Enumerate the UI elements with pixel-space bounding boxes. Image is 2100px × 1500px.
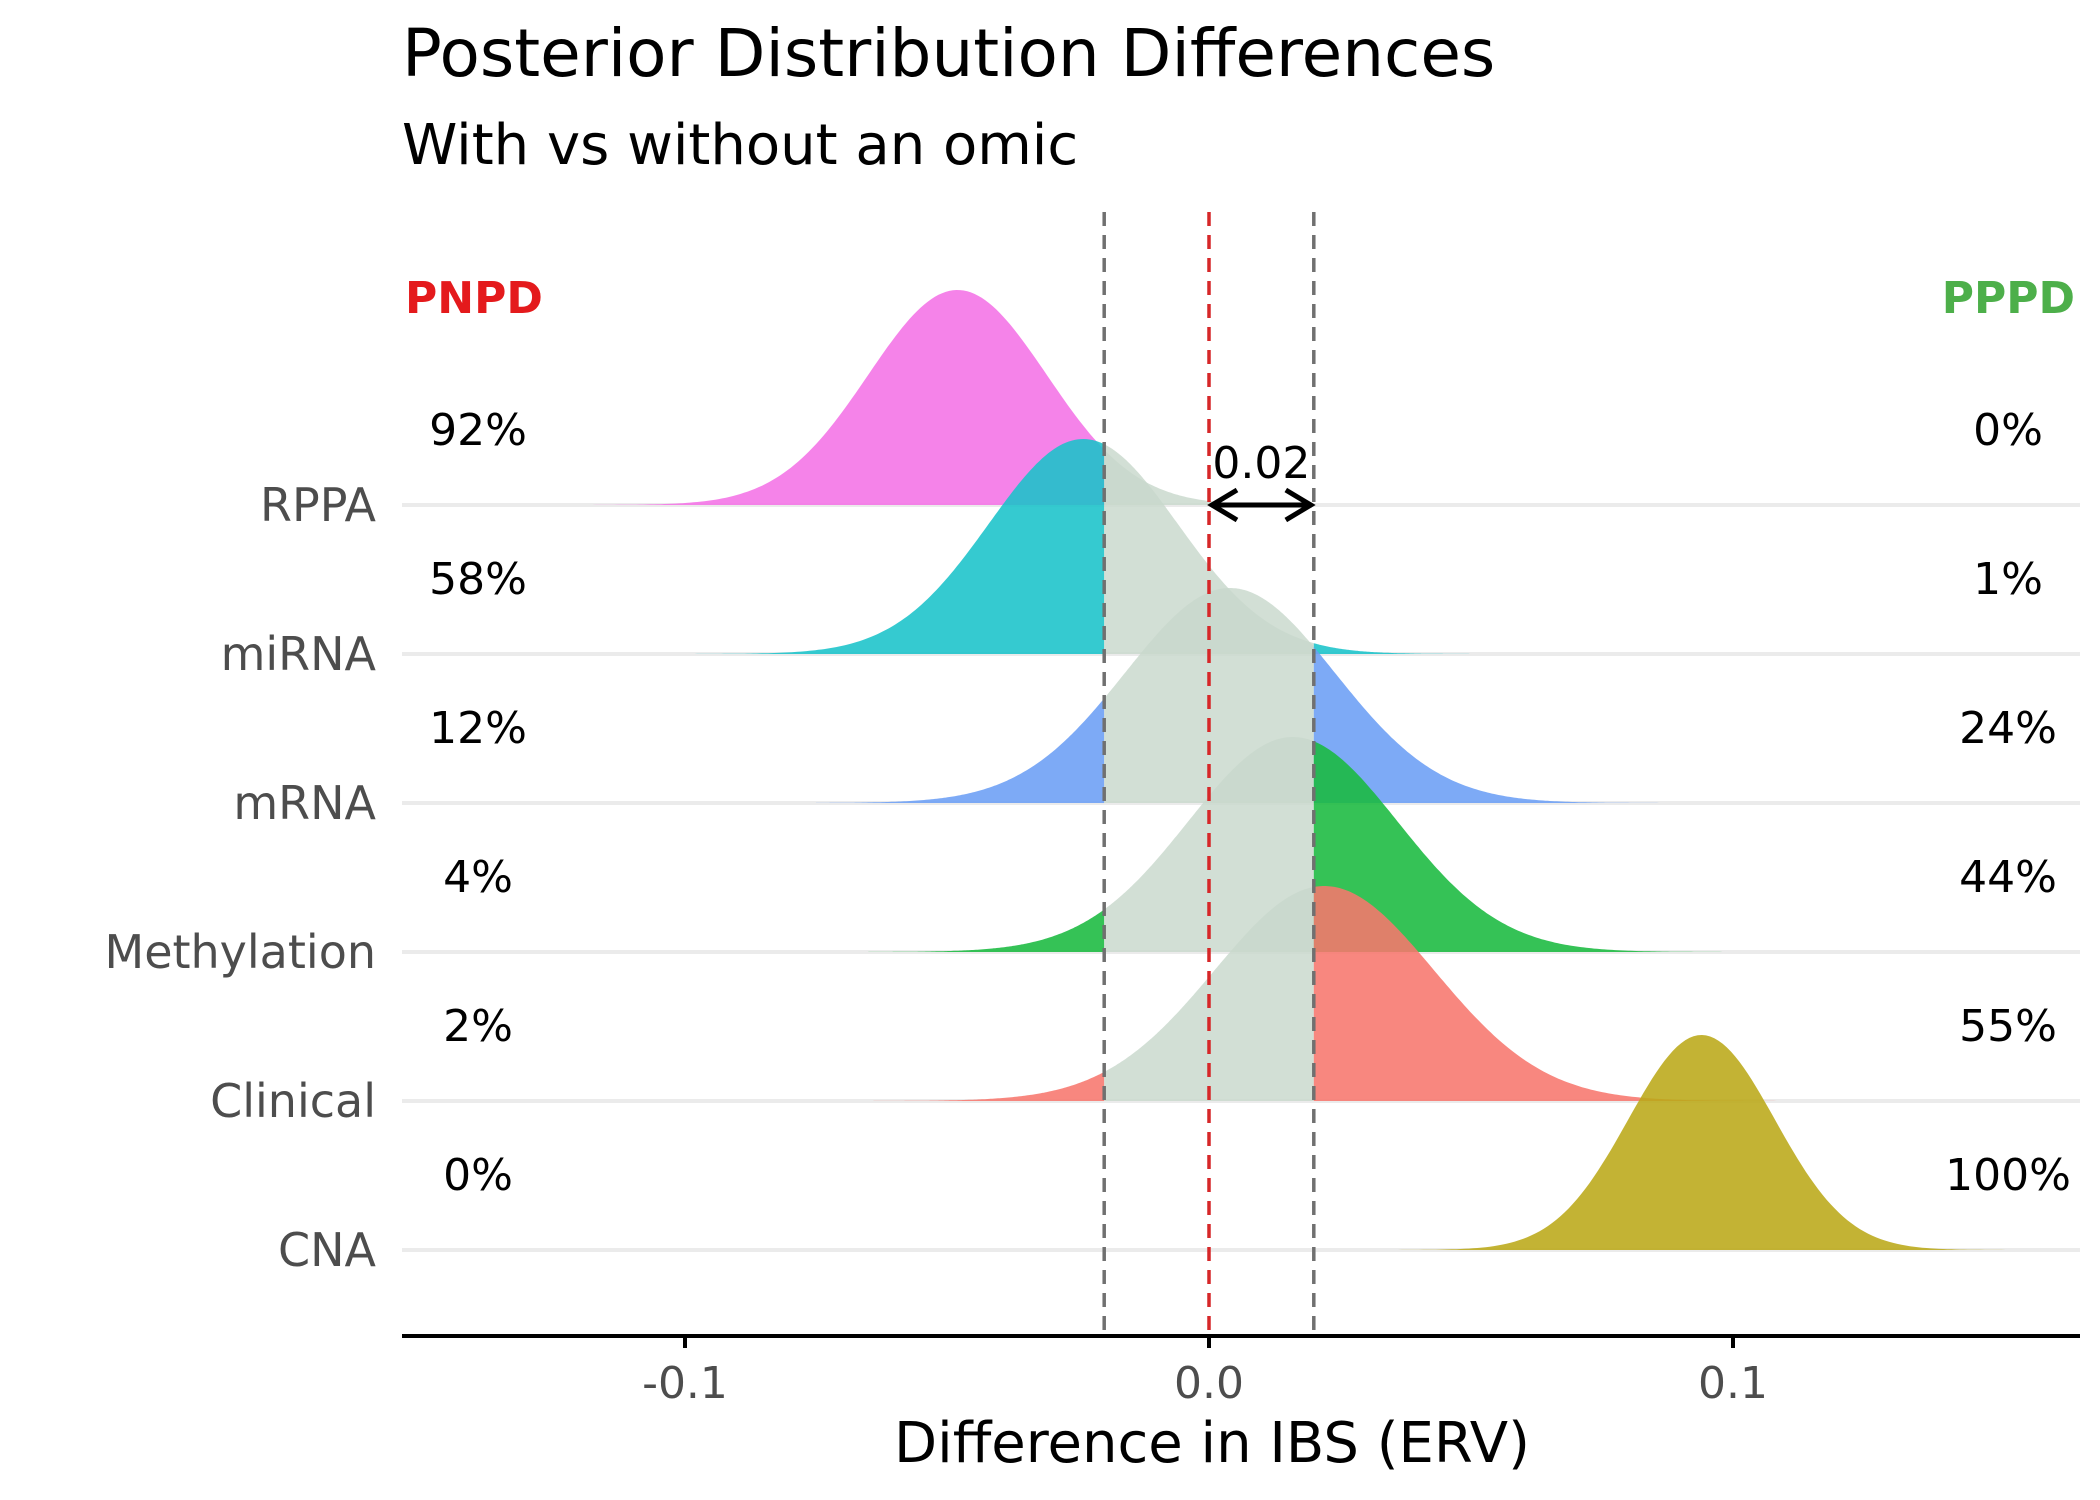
pppd-value-rppa: 0% (1973, 405, 2043, 456)
y-label-clinical: Clinical (210, 1074, 376, 1128)
pppd-value-mirna: 1% (1973, 554, 2043, 605)
rope-width-annotation: 0.02 (1207, 438, 1316, 523)
y-axis-labels: RPPA miRNA mRNA Methylation Clinical CNA (105, 478, 377, 1277)
ridge-cna (1340, 1035, 2006, 1250)
ridge-right-tail (1340, 1035, 2006, 1250)
y-label-cna: CNA (278, 1223, 377, 1277)
chart-title: Posterior Distribution Differences (402, 15, 1495, 92)
rope-width-label: 0.02 (1212, 438, 1310, 489)
pnpd-value-methylation: 4% (443, 852, 513, 903)
pnpd-value-rppa: 92% (429, 405, 527, 456)
x-tick-label: 0.1 (1698, 1358, 1768, 1409)
annotation-arrow-right (1284, 487, 1316, 523)
ridge-right-tail (1313, 886, 1786, 1101)
pnpd-header: PNPD (405, 273, 543, 324)
chart-subtitle: With vs without an omic (402, 113, 1078, 178)
reference-lines (1102, 212, 1316, 1335)
density-ridges (527, 290, 2006, 1250)
ridge-rppa (527, 290, 1314, 505)
pppd-value-cna: 100% (1945, 1150, 2071, 1201)
annotation-arrow-left (1207, 487, 1239, 523)
x-axis-title: Difference in IBS (ERV) (894, 1411, 1530, 1476)
probability-labels: 92% 0% 58% 1% 12% 24% 4% 44% 2% 55% 0% 100% (429, 405, 2071, 1201)
ridge-left-tail (527, 290, 1105, 505)
pppd-value-methylation: 44% (1959, 852, 2057, 903)
y-label-mrna: mRNA (233, 776, 376, 830)
ridge-right-tail (1313, 643, 1498, 654)
y-label-mirna: miRNA (221, 627, 377, 681)
pnpd-value-mirna: 58% (429, 554, 527, 605)
ridge-left-tail (816, 698, 1105, 803)
ridge-clinical (868, 886, 1786, 1101)
ridge-right-tail (1313, 741, 1733, 952)
pppd-value-mrna: 24% (1959, 703, 2057, 754)
ridge-left-tail (632, 439, 1105, 654)
pnpd-value-clinical: 2% (443, 1001, 513, 1052)
ridge-left-tail (868, 909, 1105, 952)
ridge-right-tail (1313, 646, 1671, 803)
ridge-rope-region (1104, 449, 1314, 505)
ridge-rope-region (1104, 444, 1314, 654)
pnpd-value-mrna: 12% (429, 703, 527, 754)
x-tick-label: -0.1 (642, 1358, 728, 1409)
y-label-methylation: Methylation (105, 925, 377, 979)
x-tick-label: 0.0 (1174, 1358, 1244, 1409)
pnpd-value-cna: 0% (443, 1150, 513, 1201)
ridge-mirna (632, 439, 1498, 654)
pppd-value-clinical: 55% (1959, 1001, 2057, 1052)
x-axis-ticks: -0.1 0.0 0.1 (642, 1336, 1768, 1409)
pppd-header: PPPD (1942, 273, 2075, 324)
ridge-left-tail (868, 1071, 1105, 1101)
y-label-rppa: RPPA (260, 478, 376, 532)
